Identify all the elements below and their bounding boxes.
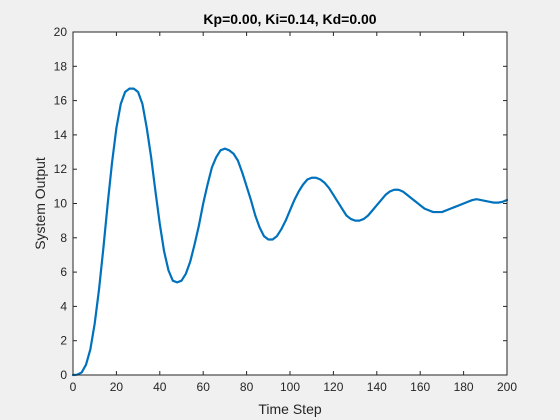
x-tick-label: 200	[497, 380, 517, 394]
plot-area	[73, 32, 507, 375]
y-tick-label: 18	[54, 59, 68, 73]
x-axis-ticks: 0 20 40 60 80 100 120 140 160 180 200	[70, 32, 517, 394]
series-line	[71, 87, 509, 377]
y-tick-label: 12	[54, 162, 68, 176]
y-axis-label: System Output	[32, 157, 48, 250]
x-axis-label: Time Step	[258, 401, 321, 417]
y-axis-ticks: 0 2 4 6 8 10 12 14 16 18 20	[54, 25, 507, 382]
x-tick-label: 120	[323, 380, 343, 394]
y-tick-label: 0	[60, 368, 67, 382]
x-tick-label: 140	[367, 380, 387, 394]
x-tick-label: 100	[280, 380, 300, 394]
plot-frame	[72, 31, 508, 376]
x-tick-label: 20	[110, 380, 124, 394]
y-tick-label: 20	[54, 25, 68, 39]
x-tick-label: 40	[153, 380, 167, 394]
x-tick-label: 60	[197, 380, 211, 394]
y-tick-label: 10	[54, 197, 68, 211]
x-tick-label: 160	[410, 380, 430, 394]
x-tick-label: 80	[240, 380, 254, 394]
y-tick-label: 16	[54, 94, 68, 108]
y-tick-label: 2	[60, 334, 67, 348]
y-tick-label: 4	[60, 299, 67, 313]
y-tick-label: 6	[60, 265, 67, 279]
chart-title: Kp=0.00, Ki=0.14, Kd=0.00	[203, 11, 376, 27]
y-tick-label: 14	[54, 128, 68, 142]
y-tick-label: 8	[60, 231, 67, 245]
x-tick-label: 0	[70, 380, 77, 394]
series-layer	[71, 87, 509, 377]
x-tick-label: 180	[454, 380, 474, 394]
